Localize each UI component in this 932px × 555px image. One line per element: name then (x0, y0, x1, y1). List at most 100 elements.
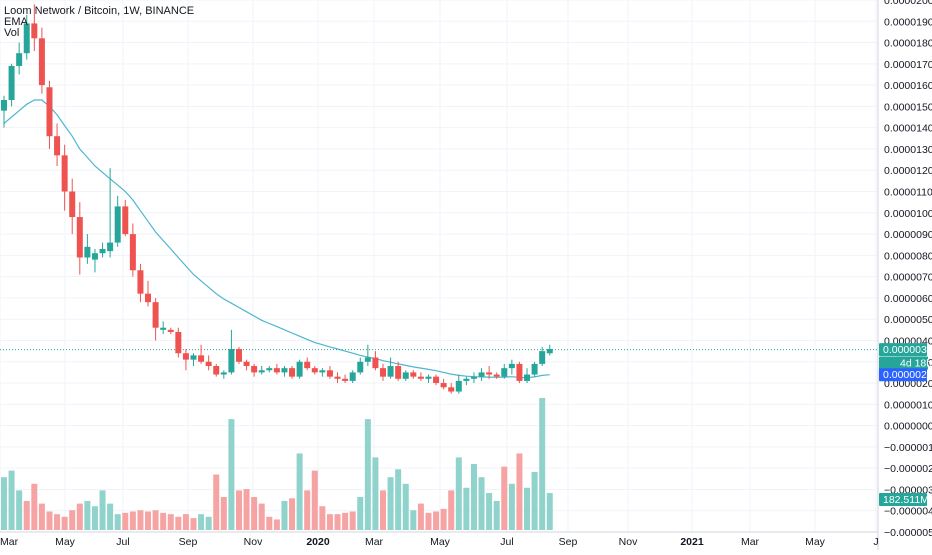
volume-bar (531, 471, 538, 530)
candle (251, 363, 258, 377)
candle-body (145, 293, 152, 303)
volume-badge: 182.511M (879, 493, 929, 506)
volume-bar (289, 498, 296, 530)
time-tick-label: Mar (365, 536, 384, 548)
candle (190, 353, 197, 367)
candle-body (228, 348, 235, 373)
candle (349, 370, 356, 384)
candle-body (433, 376, 440, 384)
volume-bar (417, 503, 424, 530)
candle-body (349, 372, 356, 381)
volume-bar (198, 514, 205, 530)
candle-body (531, 363, 538, 375)
volume-bar (99, 490, 106, 530)
candle-body (1, 100, 7, 111)
candle-body (448, 387, 455, 392)
candle (289, 366, 296, 379)
volume-bar (38, 503, 45, 530)
candle (380, 363, 386, 381)
volume-bar (190, 518, 197, 530)
candle-body (175, 331, 182, 354)
candle-body (16, 53, 23, 66)
candle-body (69, 191, 76, 218)
candle-body (46, 87, 53, 137)
candle-body (235, 348, 242, 362)
volume-bar (129, 511, 136, 530)
volume-bar (334, 514, 341, 530)
candle (167, 327, 174, 335)
candle (417, 372, 424, 381)
volume-bar (410, 510, 417, 530)
candle-body (266, 368, 273, 371)
candle (372, 351, 379, 371)
candle (470, 372, 477, 384)
candle (84, 234, 91, 264)
candle-body (99, 248, 106, 254)
candle (493, 372, 500, 379)
volume-bar (114, 514, 121, 530)
volume-bar (349, 511, 356, 530)
volume-bar (273, 519, 280, 530)
volume-bar (84, 500, 91, 530)
time-tick-label: Mar (741, 536, 760, 548)
candle-body (304, 361, 311, 369)
volume-bar (357, 497, 364, 530)
candle (46, 80, 53, 149)
candle (61, 144, 68, 211)
volume-bar (508, 483, 515, 530)
candle-body (455, 380, 462, 392)
candle (410, 370, 417, 379)
candle-body (493, 374, 500, 377)
candle (342, 374, 349, 384)
volume-bar (311, 470, 318, 530)
volume-bar (16, 490, 23, 530)
candle-body (107, 242, 114, 252)
candle (425, 374, 432, 384)
candle (258, 366, 265, 375)
candle (539, 346, 546, 367)
volume-bar (220, 497, 227, 530)
volume-bar (46, 511, 53, 530)
candle (137, 263, 144, 303)
candle-body (31, 23, 38, 39)
candle-body (152, 302, 159, 328)
volume-bar (61, 516, 68, 530)
candle (311, 366, 318, 375)
volume-bar (539, 398, 546, 530)
candle (501, 363, 508, 379)
volume-bar (31, 483, 38, 530)
candle-body (61, 155, 68, 192)
volume-bar (516, 453, 523, 530)
volume-bar (23, 500, 30, 530)
candle (182, 348, 189, 371)
time-tick-label: Jul (500, 536, 513, 548)
svg-text:0.00000357: 0.00000357 (883, 344, 932, 356)
candle-body (220, 372, 227, 375)
candle-body (251, 366, 258, 373)
volume-bar (107, 503, 114, 530)
candle (23, 14, 30, 60)
candle (175, 327, 182, 358)
time-tick-label: Mar (0, 536, 19, 548)
candle-body (395, 366, 402, 379)
volume-bar (91, 506, 98, 530)
candle-body (114, 206, 121, 243)
candle (1, 95, 7, 128)
volume-bar (8, 470, 15, 530)
volume-bar (546, 493, 553, 530)
legend-ema: EMA (4, 16, 28, 28)
candle-body (478, 372, 485, 377)
candle (31, 4, 38, 52)
candle-body (410, 372, 417, 377)
